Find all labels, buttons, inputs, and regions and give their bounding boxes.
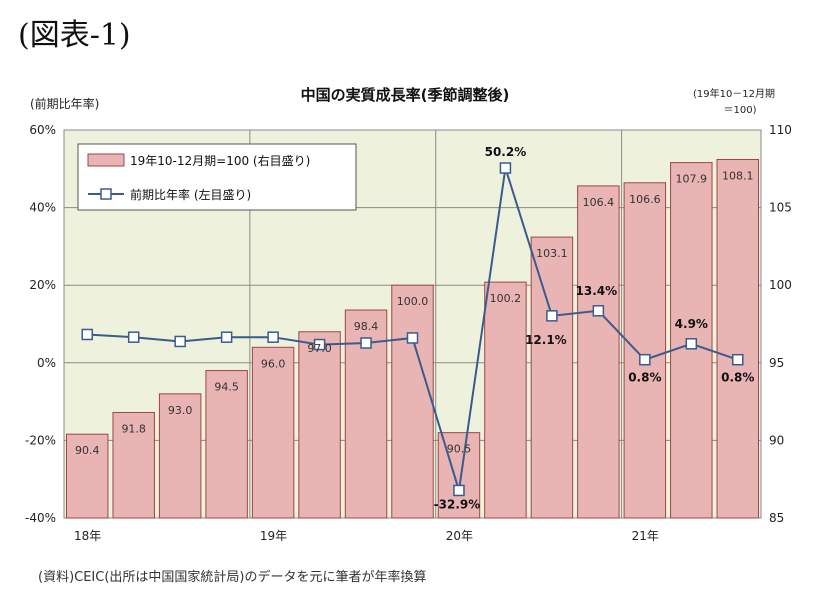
left-tick-label: 60% — [29, 123, 56, 137]
bar-value-label: 100.2 — [490, 292, 522, 305]
line-point-marker — [267, 331, 279, 343]
line-point-marker — [360, 337, 372, 349]
left-tick-label: -20% — [25, 433, 56, 447]
right-tick-label: 90 — [769, 433, 784, 447]
bar — [112, 411, 155, 519]
line-point-marker — [685, 338, 698, 350]
bar-value-label: 97.0 — [307, 342, 332, 355]
data-annotation: 0.8% — [721, 371, 754, 385]
right-tick-label: 85 — [769, 511, 784, 525]
bar — [251, 346, 295, 519]
bar-value-label: 106.4 — [583, 196, 615, 209]
bar-value-label: 90.5 — [447, 443, 472, 456]
bar — [205, 370, 248, 519]
bar — [484, 281, 527, 519]
bar — [577, 185, 620, 519]
line-point-marker — [313, 338, 326, 351]
right-tick-label: 105 — [769, 201, 792, 215]
left-tick-label: 20% — [29, 278, 56, 292]
legend-bar-label: 19年10-12月期=100 (右目盛り) — [130, 153, 310, 168]
x-year-label: 19年 — [260, 529, 287, 543]
bar — [623, 182, 667, 519]
line-point-marker — [639, 353, 651, 366]
right-axis-label-line1: (19年10－12月期 — [693, 87, 775, 100]
x-year-label: 21年 — [632, 529, 659, 543]
line-point-marker — [81, 328, 93, 341]
left-tick-label: 40% — [29, 201, 56, 215]
data-annotation: 0.8% — [628, 371, 661, 385]
line-point-marker — [127, 331, 140, 343]
data-annotation: -32.9% — [434, 497, 481, 511]
line-point-marker — [592, 305, 605, 317]
line-point-marker — [499, 162, 512, 174]
line-point-marker — [546, 310, 558, 322]
data-annotation: 13.4% — [576, 284, 618, 298]
bar-value-label: 100.0 — [397, 295, 429, 308]
bar-value-label: 96.0 — [261, 357, 286, 370]
bar-value-label: 98.4 — [354, 320, 379, 333]
data-annotation: 50.2% — [485, 145, 527, 159]
bar — [66, 433, 109, 519]
legend-line-label: 前期比年率 (左目盛り) — [130, 187, 251, 202]
bar — [391, 284, 434, 519]
legend-line-marker — [100, 188, 112, 200]
source-note: (資料)CEIC(出所は中国国家統計局)のデータを元に筆者が年率換算 — [38, 570, 427, 585]
bar — [716, 158, 759, 519]
bar-value-label: 108.1 — [722, 169, 754, 182]
chart-title: 中国の実質成長率(季節調整後) — [301, 86, 510, 104]
data-annotation: 4.9% — [675, 317, 708, 331]
left-tick-label: 0% — [37, 356, 56, 370]
line-point-marker — [732, 353, 744, 366]
right-tick-label: 110 — [769, 123, 792, 137]
right-tick-label: 100 — [769, 278, 792, 292]
bar — [530, 236, 574, 519]
bar — [298, 331, 341, 519]
line-point-marker — [174, 335, 186, 348]
line-point-marker — [453, 484, 465, 497]
left-tick-label: -40% — [25, 511, 56, 525]
line-point-marker — [406, 332, 419, 344]
legend: 19年10-12月期=100 (右目盛り) 前期比年率 (左目盛り) — [77, 143, 357, 211]
line-point-marker — [220, 331, 233, 343]
figure-label: (図表-1) — [18, 18, 131, 53]
x-year-label: 18年 — [74, 529, 101, 543]
right-axis-label-line2: ＝100) — [724, 105, 757, 116]
bar — [158, 393, 202, 519]
bar-value-label: 94.5 — [214, 381, 239, 394]
bar-value-label: 106.6 — [629, 193, 661, 206]
left-axis-label: (前期比年率) — [30, 96, 99, 111]
right-tick-label: 95 — [769, 356, 784, 370]
legend-bar-swatch — [87, 153, 125, 167]
data-annotation: 12.1% — [525, 333, 567, 347]
bar-value-label: 107.9 — [676, 173, 708, 186]
bar-value-label: 91.8 — [121, 422, 146, 435]
bar-value-label: 93.0 — [168, 404, 193, 417]
x-year-label: 20年 — [446, 529, 473, 543]
bar-value-label: 90.4 — [75, 444, 100, 457]
bar-value-label: 103.1 — [536, 247, 568, 260]
